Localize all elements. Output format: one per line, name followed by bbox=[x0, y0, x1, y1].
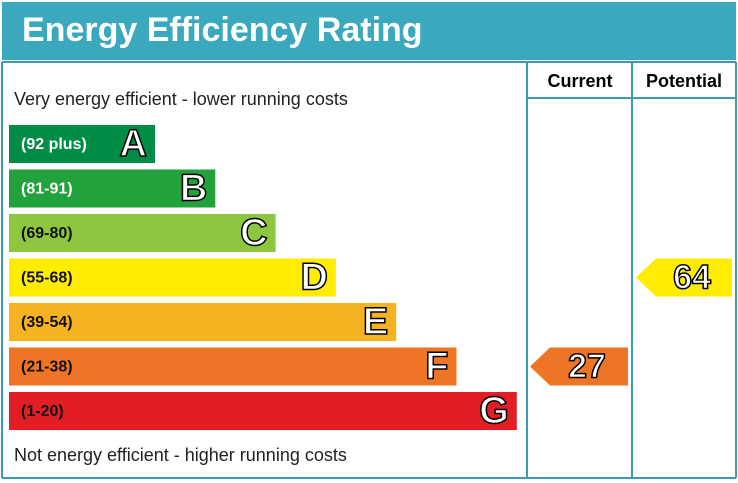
band-range: (1-20) bbox=[21, 403, 64, 420]
rating-arrow bbox=[636, 258, 732, 297]
band-range: (92 plus) bbox=[21, 136, 87, 153]
band-range: (39-54) bbox=[21, 314, 73, 331]
band-bar bbox=[9, 214, 276, 252]
band-letter: G bbox=[479, 390, 509, 432]
column-header: Potential bbox=[646, 71, 722, 91]
band-letter: D bbox=[300, 257, 327, 299]
band-bar bbox=[9, 303, 397, 341]
rating-value: 64 bbox=[673, 258, 711, 296]
column-header: Current bbox=[547, 71, 612, 91]
band-range: (21-38) bbox=[21, 359, 73, 376]
band-range: (81-91) bbox=[21, 181, 73, 198]
rating-arrow bbox=[530, 347, 628, 386]
band-bar bbox=[9, 125, 155, 163]
bottom-label: Not energy efficient - higher running co… bbox=[14, 445, 347, 465]
header-bar bbox=[2, 2, 736, 60]
band-letter: F bbox=[425, 346, 448, 388]
top-label: Very energy efficient - lower running co… bbox=[14, 89, 348, 109]
band-letter: C bbox=[240, 212, 267, 254]
band-range: (55-68) bbox=[21, 270, 73, 287]
band-bar bbox=[9, 392, 517, 430]
frame bbox=[1, 61, 737, 479]
band-letter: B bbox=[180, 168, 207, 210]
band-bar bbox=[9, 258, 336, 297]
rating-value: 27 bbox=[568, 347, 606, 385]
band-bar bbox=[9, 347, 457, 386]
chart-title: Energy Efficiency Rating bbox=[22, 11, 423, 49]
band-letter: A bbox=[120, 123, 147, 165]
band-bar bbox=[9, 169, 216, 208]
band-letter: E bbox=[363, 301, 388, 343]
band-range: (69-80) bbox=[21, 225, 73, 242]
